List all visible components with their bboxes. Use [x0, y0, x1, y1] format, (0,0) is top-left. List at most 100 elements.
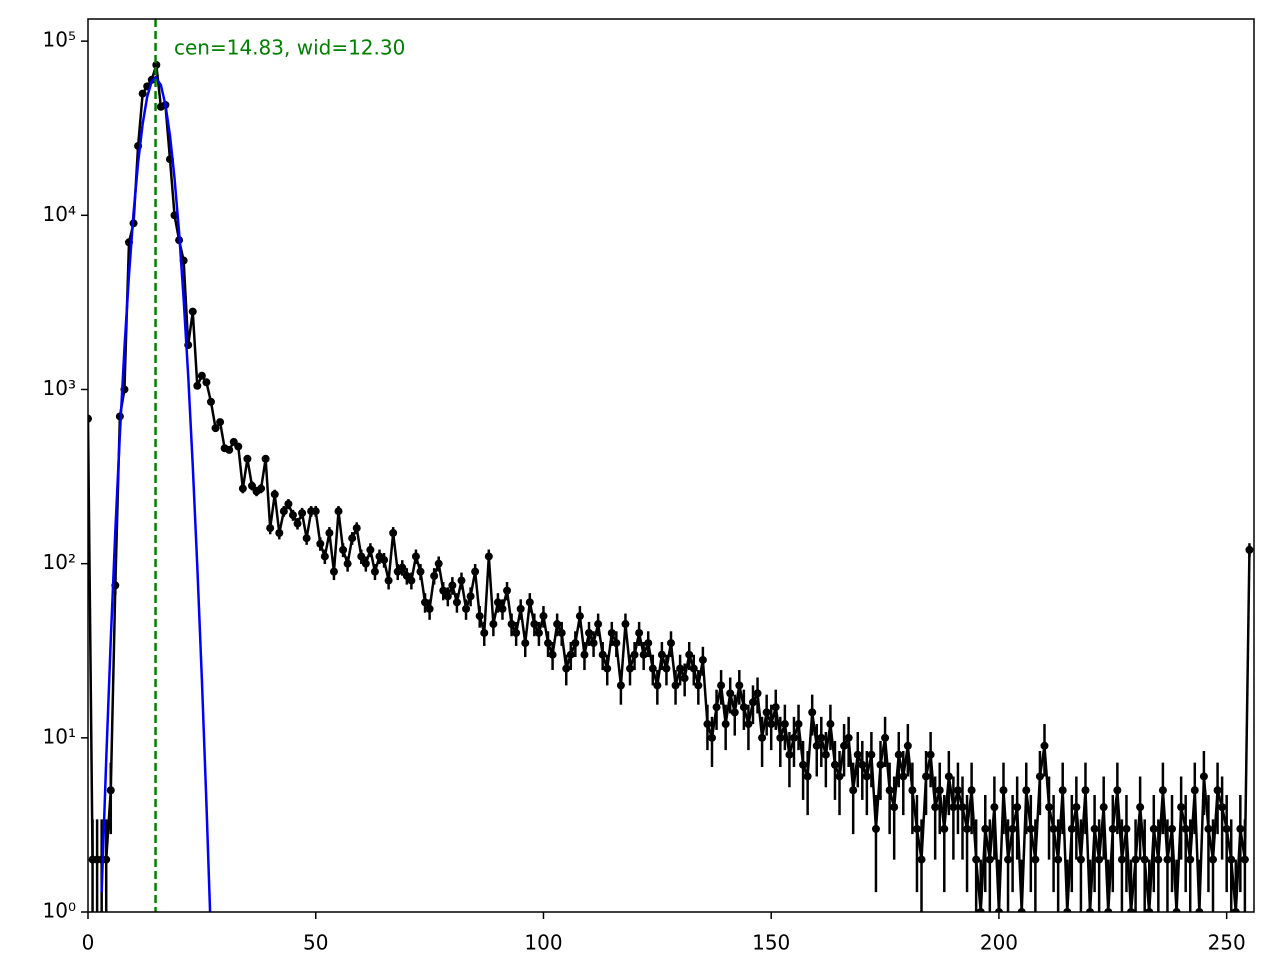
data-point — [1186, 855, 1195, 864]
data-point — [931, 803, 940, 812]
data-point — [667, 639, 675, 648]
data-point — [626, 664, 635, 673]
data-point — [357, 552, 366, 561]
data-point — [343, 559, 352, 568]
data-point — [744, 720, 753, 729]
data-point — [1054, 855, 1063, 864]
y-tick-label: 10⁴ — [43, 202, 76, 226]
data-point — [211, 424, 220, 433]
data-point — [238, 484, 247, 493]
data-point — [225, 445, 234, 454]
data-point — [484, 552, 493, 561]
data-point — [1168, 824, 1177, 833]
data-point — [835, 772, 844, 781]
data-point — [398, 563, 407, 572]
data-point — [1008, 824, 1017, 833]
data-point — [717, 681, 726, 690]
data-point — [867, 750, 876, 759]
x-tick-label: 50 — [303, 931, 328, 955]
data-point — [257, 484, 266, 493]
x-tick-label: 0 — [82, 931, 95, 955]
data-point — [972, 855, 981, 864]
data-point — [594, 620, 603, 629]
data-point — [521, 639, 530, 648]
data-point — [443, 592, 452, 601]
data-point — [1004, 855, 1013, 864]
data-point — [812, 741, 821, 750]
data-point — [525, 598, 534, 607]
data-point — [908, 786, 917, 795]
y-tick-label: 10¹ — [43, 724, 76, 748]
data-point — [193, 381, 202, 390]
data-point — [694, 681, 703, 690]
data-point — [808, 708, 817, 717]
data-point — [685, 650, 694, 659]
data-point — [493, 598, 502, 607]
data-point — [1040, 741, 1049, 750]
data-point — [293, 519, 302, 528]
data-point — [471, 567, 480, 576]
data-point — [512, 628, 521, 637]
data-point — [739, 703, 748, 712]
data-point — [1104, 908, 1113, 912]
data-point — [1199, 772, 1208, 781]
data-line — [88, 64, 1251, 912]
data-point — [430, 571, 439, 580]
data-point — [366, 545, 375, 554]
data-point — [994, 908, 1003, 912]
data-point — [794, 720, 803, 729]
data-point — [243, 454, 252, 463]
data-point — [407, 576, 416, 585]
data-point — [949, 803, 958, 812]
data-point — [917, 855, 926, 864]
data-point — [288, 511, 297, 520]
data-point — [912, 824, 921, 833]
data-point — [1158, 786, 1167, 795]
data-point — [562, 664, 571, 673]
x-tick-label: 250 — [1208, 931, 1246, 955]
data-point — [380, 555, 389, 564]
data-point — [334, 507, 343, 516]
data-point — [603, 664, 612, 673]
x-tick-label: 100 — [524, 931, 562, 955]
data-point — [881, 733, 890, 742]
data-point — [247, 481, 256, 490]
data-point — [721, 720, 730, 729]
data-point — [275, 528, 284, 537]
data-point — [270, 490, 279, 499]
data-point — [462, 604, 471, 613]
data-point — [1131, 855, 1140, 864]
data-point — [771, 703, 780, 712]
data-point — [507, 620, 516, 629]
data-point — [589, 639, 598, 648]
data-point — [671, 681, 680, 690]
data-point — [384, 576, 393, 585]
data-point — [466, 592, 475, 601]
data-point — [457, 576, 466, 585]
data-point — [1222, 824, 1231, 833]
data-point — [102, 855, 111, 864]
data-point — [1076, 855, 1085, 864]
data-point — [138, 89, 147, 98]
data-point — [1108, 824, 1117, 833]
data-point — [726, 689, 735, 698]
data-point — [557, 628, 566, 637]
data-point — [279, 507, 288, 516]
data-point — [730, 708, 739, 717]
data-point — [899, 772, 908, 781]
data-point — [1067, 824, 1076, 833]
data-point — [1136, 803, 1145, 812]
data-point — [1154, 855, 1163, 864]
data-point — [712, 703, 721, 712]
data-point — [871, 824, 880, 833]
data-point — [1072, 803, 1081, 812]
data-point — [799, 760, 808, 769]
data-point — [803, 772, 812, 781]
data-point — [202, 378, 211, 387]
data-point — [707, 733, 716, 742]
data-point — [990, 803, 999, 812]
data-point — [999, 786, 1008, 795]
data-point — [585, 628, 594, 637]
data-point — [680, 674, 689, 683]
data-point — [320, 552, 329, 561]
